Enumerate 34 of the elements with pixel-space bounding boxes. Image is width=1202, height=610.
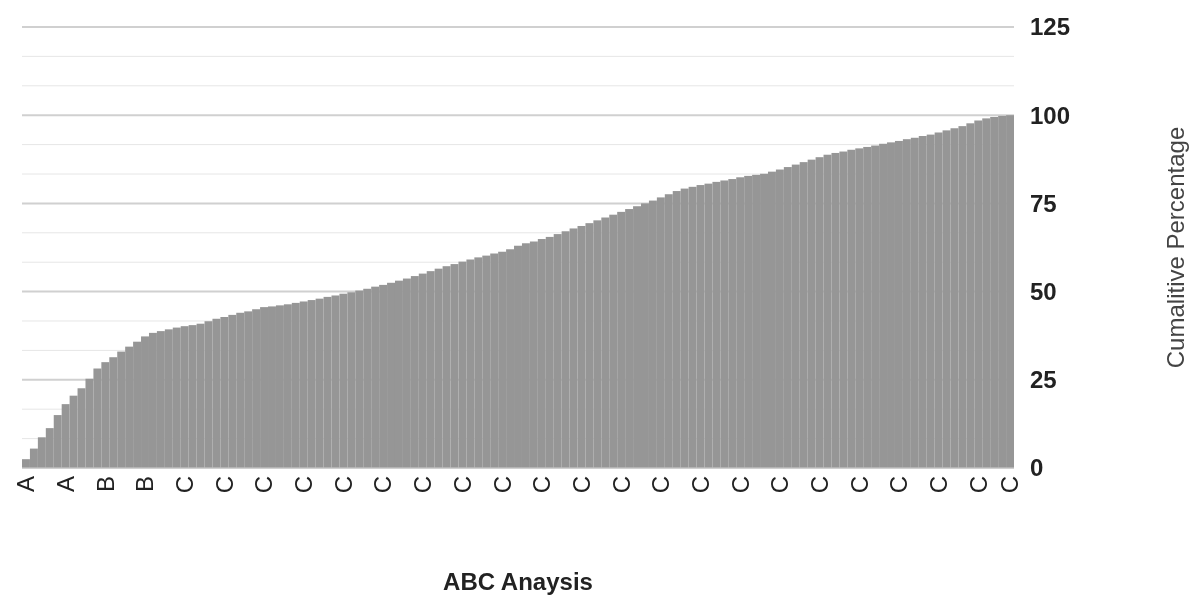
x-tick-label: C — [925, 476, 953, 494]
x-tick-label: A — [12, 476, 40, 493]
y-tick-label: 125 — [1030, 13, 1071, 41]
x-tick-label: C — [996, 476, 1024, 494]
x-tick-label: C — [210, 476, 238, 494]
y-tick-label: 75 — [1030, 189, 1057, 217]
x-tick-label: A — [52, 476, 80, 493]
x-tick-label: C — [448, 476, 476, 494]
x-tick-label: C — [329, 476, 357, 494]
y-axis-title: Cumalitive Percentage — [1162, 126, 1189, 369]
y-tick-label: 25 — [1030, 366, 1057, 394]
x-tick-label: C — [171, 476, 199, 494]
x-tick-label: C — [567, 476, 595, 494]
x-tick-label: C — [607, 476, 635, 494]
x-axis-title: ABC Anaysis — [443, 568, 593, 595]
x-tick-label: C — [845, 476, 873, 494]
x-tick-label: C — [726, 476, 754, 494]
x-tick-label: C — [488, 476, 516, 494]
y-tick-label: 50 — [1030, 278, 1057, 305]
x-tick-label: C — [805, 476, 833, 494]
x-tick-label: C — [528, 476, 556, 494]
y-tick-label: 100 — [1030, 101, 1071, 129]
x-tick-label: C — [686, 476, 714, 494]
x-tick-label: C — [766, 476, 794, 494]
x-tick-label: C — [409, 476, 437, 494]
x-tick-label: C — [250, 476, 278, 494]
y-tick-label: 0 — [1030, 454, 1044, 482]
x-tick-label: C — [290, 476, 318, 494]
x-tick-label: B — [131, 476, 159, 493]
x-tick-label: C — [964, 476, 992, 494]
x-tick-label: C — [647, 476, 675, 494]
x-tick-label: C — [369, 476, 397, 494]
x-tick-label: B — [91, 476, 119, 493]
x-tick-label: C — [885, 476, 913, 494]
